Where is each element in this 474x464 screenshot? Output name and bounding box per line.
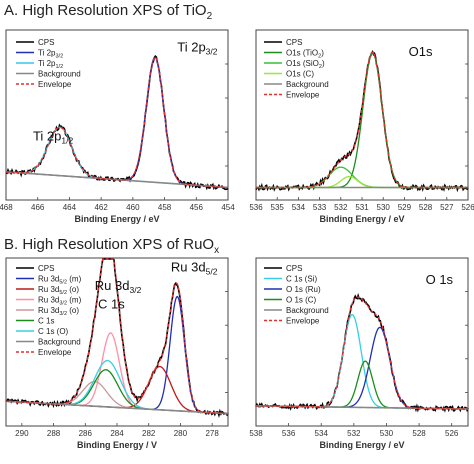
x-tick-label: 528 <box>419 203 433 212</box>
legend-entry: Ru 3d3/2 (o) <box>38 306 79 317</box>
series-line-c-1s-si- <box>255 313 469 410</box>
x-tick-label: 456 <box>190 203 204 212</box>
legend-entry: C 1s (O) <box>38 327 69 336</box>
x-tick-label: 278 <box>205 429 219 438</box>
legend-entry: CPS <box>38 264 54 273</box>
peak-annotation: O1s <box>409 44 433 59</box>
x-tick-label: 533 <box>313 203 327 212</box>
legend: CPS O1s (TiO2)O1s (SiO2)O1s (C)Background… <box>264 38 329 100</box>
legend-entry: Ti 2p3/2 <box>38 49 63 60</box>
legend: CPS C 1s (Si)O 1s (Ru) O 1s (C)Background E… <box>264 264 329 326</box>
x-tick-label: 536 <box>249 203 263 212</box>
x-tick-label: 462 <box>94 203 108 212</box>
legend-entry: Ti 2p1/2 <box>38 59 63 70</box>
legend-entry: Envelope <box>286 91 320 100</box>
x-tick-label: 527 <box>440 203 454 212</box>
x-tick-label: 536 <box>282 429 296 438</box>
x-tick-label: 532 <box>347 429 361 438</box>
series-line-ru-3d3-2-o- <box>5 380 229 415</box>
x-tick-label: 468 <box>0 203 13 212</box>
section-a-title: A. High Resolution XPS of TiO2 <box>4 2 212 22</box>
peak-annotation: C 1s <box>98 297 125 312</box>
chart-o1s_ti: 536 535 534 533 532 531 530 529 528 527 526 Binding… <box>249 29 474 224</box>
x-tick-label: 528 <box>412 429 426 438</box>
section-b-title-sub: x <box>214 245 220 256</box>
x-tick-label: 290 <box>15 429 29 438</box>
chart-ti2p: 468 466 464 462 460 458 456 454 Binding Energy /… <box>0 29 235 224</box>
x-axis-label: Binding Energy / eV <box>74 214 159 224</box>
chart-o1s_ru: 538 536 534 532 530 528 526 Binding Energy / eV… <box>249 257 469 450</box>
legend-entry: CPS <box>286 38 302 47</box>
x-tick-label: 286 <box>79 429 93 438</box>
legend-entry: CPS <box>286 264 302 273</box>
series-line-o-1s-ru- <box>255 326 469 410</box>
legend-entry: CPS <box>38 38 54 47</box>
x-tick-label: 534 <box>292 203 306 212</box>
x-tick-label: 282 <box>142 429 156 438</box>
peak-annotation: Ti 2p3/2 <box>177 39 218 56</box>
legend-entry: Ru 3d3/2 (m) <box>38 296 82 307</box>
legend-entry: C 1s (Si) <box>286 275 317 284</box>
x-tick-label: 464 <box>63 203 77 212</box>
legend-entry: C 1s <box>38 317 54 326</box>
x-tick-label: 532 <box>334 203 348 212</box>
chart-ru3d: 290 288 286 284 282 280 278 Binding Energy / V C… <box>5 257 229 450</box>
legend-entry: O 1s (C) <box>286 296 317 305</box>
x-tick-label: 458 <box>158 203 172 212</box>
section-b-title: B. High Resolution XPS of RuOx <box>4 236 219 256</box>
legend-entry: Envelope <box>38 348 72 357</box>
legend: CPS Ru 3d5/2 (m)Ru 3d5/2 (o)Ru 3d3/2 (m)R… <box>16 264 82 357</box>
x-tick-label: 526 <box>461 203 474 212</box>
x-tick-label: 460 <box>126 203 140 212</box>
section-a-title-sub: 2 <box>206 11 213 22</box>
x-tick-label: 288 <box>47 429 61 438</box>
series-line-o-1s-c- <box>255 360 469 410</box>
section-a-title-text: A. High Resolution XPS of TiO <box>4 2 207 19</box>
legend-entry: Background <box>38 70 81 79</box>
x-axis-label: Binding Energy / eV <box>319 440 404 450</box>
x-tick-label: 529 <box>398 203 412 212</box>
x-tick-label: 535 <box>271 203 285 212</box>
x-tick-label: 454 <box>221 203 235 212</box>
legend-entry: Background <box>38 338 81 347</box>
series-line-envelope <box>255 296 469 410</box>
series-line-envelope <box>5 258 229 415</box>
x-tick-label: 538 <box>249 429 263 438</box>
legend-entry: O1s (SiO2) <box>286 59 325 70</box>
series-line-envelope <box>256 51 468 189</box>
legend-entry: Ru 3d5/2 (m) <box>38 275 82 286</box>
legend-entry: O 1s (Ru) <box>286 285 321 294</box>
legend-entry: Background <box>286 80 329 89</box>
peak-annotation: Ti 2p1/2 <box>33 129 74 146</box>
series-line-envelope <box>5 56 229 189</box>
x-tick-label: 466 <box>31 203 45 212</box>
legend-entry: O1s (TiO2) <box>286 49 324 60</box>
legend-entry: Envelope <box>38 80 72 89</box>
x-tick-label: 530 <box>377 203 391 212</box>
section-b-title-text: B. High Resolution XPS of RuO <box>4 236 215 253</box>
peak-annotation: Ru 3d5/2 <box>171 259 218 276</box>
x-axis-label: Binding Energy / V <box>77 440 157 450</box>
x-tick-label: 280 <box>174 429 188 438</box>
x-tick-label: 534 <box>315 429 329 438</box>
legend-entry: Background <box>286 306 329 315</box>
x-tick-label: 530 <box>380 429 394 438</box>
x-axis-label: Binding Energy / eV <box>319 214 404 224</box>
peak-annotation: O 1s <box>426 272 454 287</box>
plot-frame <box>255 257 469 427</box>
x-tick-label: 526 <box>445 429 459 438</box>
legend-entry: O1s (C) <box>286 70 314 79</box>
x-tick-label: 284 <box>110 429 124 438</box>
peak-annotation: Ru 3d3/2 <box>95 278 142 295</box>
legend-entry: Envelope <box>286 317 320 326</box>
plot-frame <box>5 29 229 201</box>
legend-entry: Ru 3d5/2 (o) <box>38 285 79 296</box>
x-tick-label: 531 <box>355 203 369 212</box>
